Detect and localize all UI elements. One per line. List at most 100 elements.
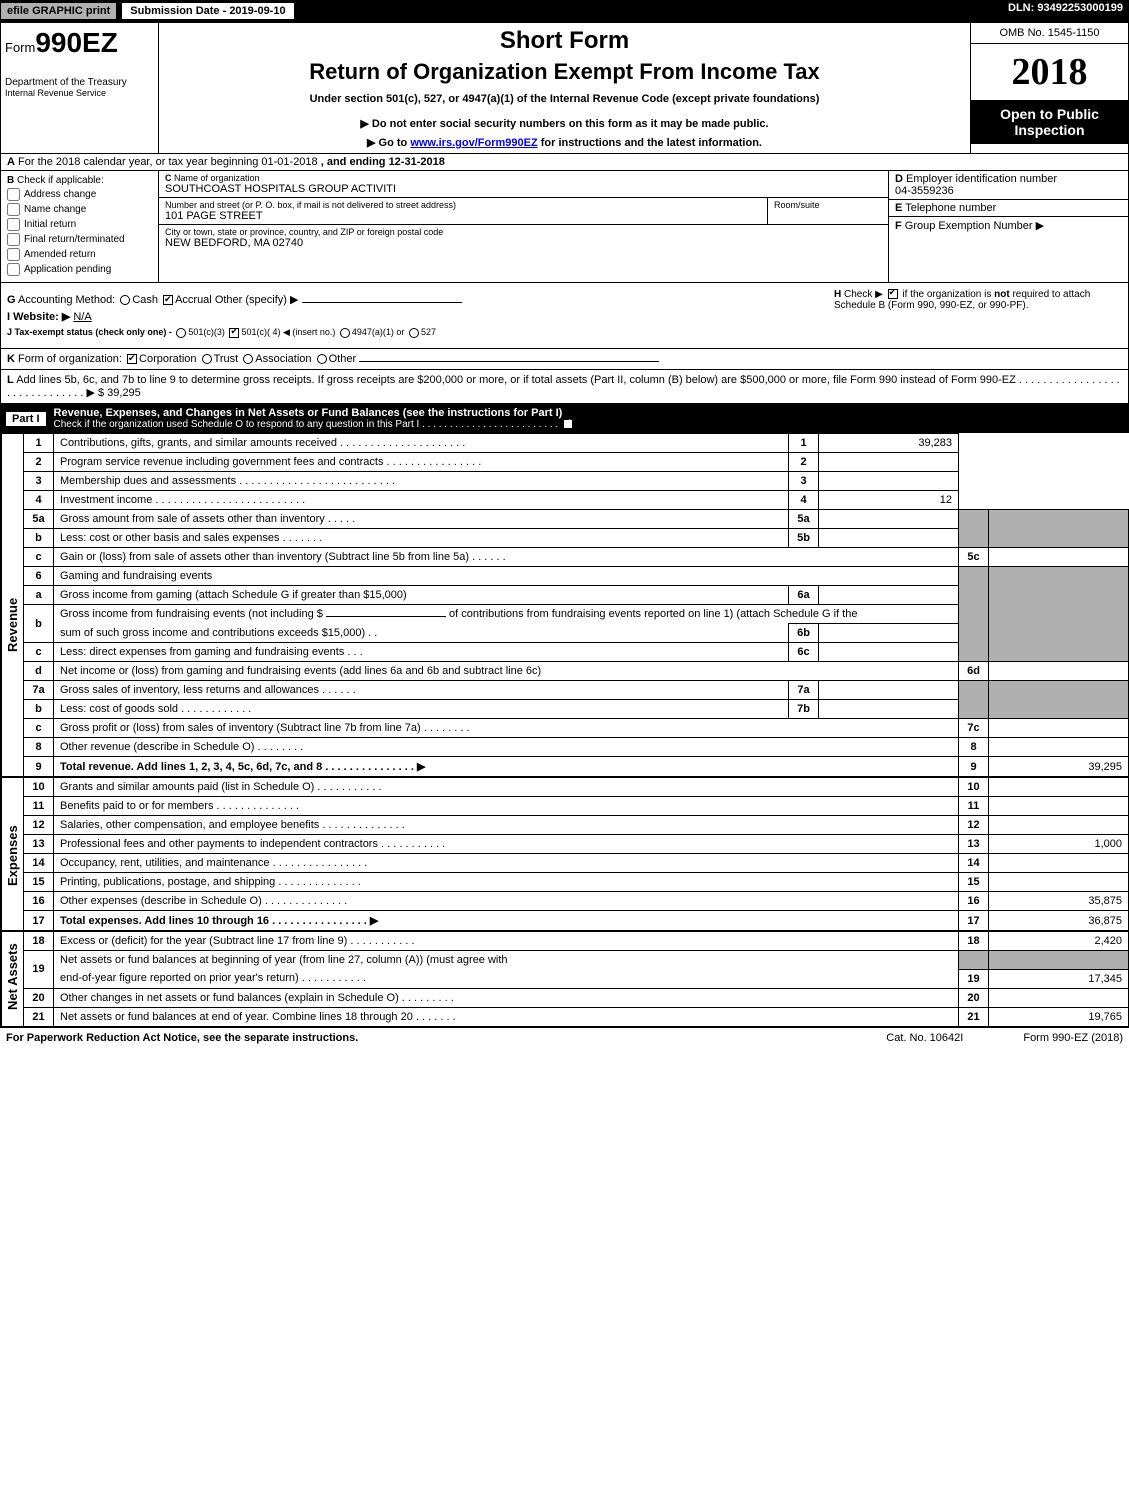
goto-prefix: ▶ Go to xyxy=(367,137,410,149)
label-g: G xyxy=(7,294,16,306)
header-left: Form990EZ Department of the Treasury Int… xyxy=(1,23,159,153)
efile-print-button[interactable]: efile GRAPHIC print xyxy=(0,2,117,20)
netassets-section: Net Assets 18Excess or (deficit) for the… xyxy=(0,931,1129,1027)
netassets-table: 18Excess or (deficit) for the year (Subt… xyxy=(23,931,1129,1027)
assoc-label: Association xyxy=(255,353,311,365)
h-check: Check ▶ xyxy=(844,289,883,300)
name-change-checkbox[interactable] xyxy=(7,203,20,216)
address-change-checkbox[interactable] xyxy=(7,188,20,201)
org-name-label: Name of organization xyxy=(174,173,260,183)
table-row: 15Printing, publications, postage, and s… xyxy=(24,873,1129,892)
table-row: 7aGross sales of inventory, less returns… xyxy=(24,681,1129,700)
fundraising-amount-input[interactable] xyxy=(326,616,446,617)
4947-label: 4947(a)(1) or xyxy=(352,327,405,337)
website-value: N/A xyxy=(73,311,91,323)
shaded-cell xyxy=(989,510,1129,548)
netassets-sidelabel: Net Assets xyxy=(1,931,23,1027)
goto-suffix: for instructions and the latest informat… xyxy=(538,137,762,149)
shaded-cell xyxy=(959,951,989,970)
corp-checkbox[interactable] xyxy=(127,354,137,364)
omb-number: OMB No. 1545-1150 xyxy=(971,23,1128,44)
short-form-title: Short Form xyxy=(167,27,962,55)
h-checkbox[interactable] xyxy=(888,289,898,299)
label-a: A xyxy=(7,156,15,168)
submission-date: Submission Date - 2019-09-10 xyxy=(121,2,294,20)
table-row: 3Membership dues and assessments . . . .… xyxy=(24,472,1129,491)
part1-check-text: Check if the organization used Schedule … xyxy=(54,419,1123,430)
table-row: cGross profit or (loss) from sales of in… xyxy=(24,719,1129,738)
501c3-radio[interactable] xyxy=(176,328,186,338)
label-d: D xyxy=(895,173,903,185)
phone-label: Telephone number xyxy=(905,202,996,214)
other-label: Other (specify) ▶ xyxy=(215,294,299,306)
label-f: F xyxy=(895,220,902,232)
tax-year: 2018 xyxy=(971,44,1128,100)
shaded-cell xyxy=(989,681,1129,719)
501c3-label: 501(c)(3) xyxy=(188,327,225,337)
final-return-checkbox[interactable] xyxy=(7,233,20,246)
website-label: Website: ▶ xyxy=(13,311,70,323)
open-public-line1: Open to Public xyxy=(975,106,1124,122)
section-b: B Check if applicable: Address change Na… xyxy=(1,171,159,282)
revenue-sidelabel: Revenue xyxy=(1,433,23,777)
label-i: I xyxy=(7,311,10,323)
expenses-section: Expenses 10Grants and similar amounts pa… xyxy=(0,777,1129,931)
other-org-input[interactable] xyxy=(359,361,659,362)
trust-radio[interactable] xyxy=(202,354,212,364)
info-block: B Check if applicable: Address change Na… xyxy=(0,171,1129,283)
table-row: 4Investment income . . . . . . . . . . .… xyxy=(24,491,1129,510)
cash-label: Cash xyxy=(132,294,158,306)
other-specify-input[interactable] xyxy=(302,302,462,303)
dept-treasury: Department of the Treasury xyxy=(5,77,154,88)
ein-value: 04-3559236 xyxy=(895,185,1122,197)
table-row: 8Other revenue (describe in Schedule O) … xyxy=(24,738,1129,757)
accrual-checkbox[interactable] xyxy=(163,295,173,305)
section-l-text: Add lines 5b, 6c, and 7b to line 9 to de… xyxy=(7,374,1120,399)
city-label: City or town, state or province, country… xyxy=(165,227,882,237)
address-change-label: Address change xyxy=(24,189,96,200)
part1-header: Part I Revenue, Expenses, and Changes in… xyxy=(0,404,1129,433)
section-a: A For the 2018 calendar year, or tax yea… xyxy=(0,154,1129,171)
table-row: 11Benefits paid to or for members . . . … xyxy=(24,797,1129,816)
tax-exempt-text: Tax-exempt status (check only one) - xyxy=(15,327,175,337)
table-row: 17Total expenses. Add lines 10 through 1… xyxy=(24,911,1129,931)
paperwork-notice: For Paperwork Reduction Act Notice, see … xyxy=(6,1032,358,1044)
page-footer: For Paperwork Reduction Act Notice, see … xyxy=(0,1027,1129,1048)
street-value: 101 PAGE STREET xyxy=(165,210,761,222)
initial-return-label: Initial return xyxy=(24,219,76,230)
org-name-value: SOUTHCOAST HOSPITALS GROUP ACTIVITI xyxy=(165,183,882,195)
open-public-badge: Open to Public Inspection xyxy=(971,100,1128,144)
schedule-o-checkbox[interactable] xyxy=(563,419,573,429)
part1-label: Part I xyxy=(6,412,46,426)
open-public-line2: Inspection xyxy=(975,122,1124,138)
goto-link[interactable]: www.irs.gov/Form990EZ xyxy=(410,137,537,149)
table-row: 13Professional fees and other payments t… xyxy=(24,835,1129,854)
assoc-radio[interactable] xyxy=(243,354,253,364)
cash-radio[interactable] xyxy=(120,295,130,305)
527-radio[interactable] xyxy=(409,328,419,338)
label-k: K xyxy=(7,353,15,365)
h-not: not xyxy=(994,289,1010,300)
part1-title: Revenue, Expenses, and Changes in Net As… xyxy=(54,407,1123,419)
label-b: B xyxy=(7,175,14,186)
form-ref: Form 990-EZ (2018) xyxy=(1023,1032,1123,1044)
dln-label: DLN: 93492253000199 xyxy=(1002,0,1129,22)
room-label: Room/suite xyxy=(774,200,882,210)
table-row: 10Grants and similar amounts paid (list … xyxy=(24,778,1129,797)
section-g-h: G Accounting Method: Cash Accrual Other … xyxy=(0,283,1129,349)
amended-return-checkbox[interactable] xyxy=(7,248,20,261)
initial-return-checkbox[interactable] xyxy=(7,218,20,231)
527-label: 527 xyxy=(421,327,436,337)
label-l: L xyxy=(7,374,14,386)
501c-checkbox[interactable] xyxy=(229,328,239,338)
application-pending-checkbox[interactable] xyxy=(7,263,20,276)
form-header: Form990EZ Department of the Treasury Int… xyxy=(0,22,1129,154)
cat-number: Cat. No. 10642I xyxy=(886,1032,963,1044)
table-row: 14Occupancy, rent, utilities, and mainte… xyxy=(24,854,1129,873)
other-org-radio[interactable] xyxy=(317,354,327,364)
group-label: Group Exemption Number xyxy=(905,220,1033,232)
4947-radio[interactable] xyxy=(340,328,350,338)
name-change-label: Name change xyxy=(24,204,86,215)
table-row: 19Net assets or fund balances at beginni… xyxy=(24,951,1129,970)
h-text1: if the organization is xyxy=(902,289,994,300)
